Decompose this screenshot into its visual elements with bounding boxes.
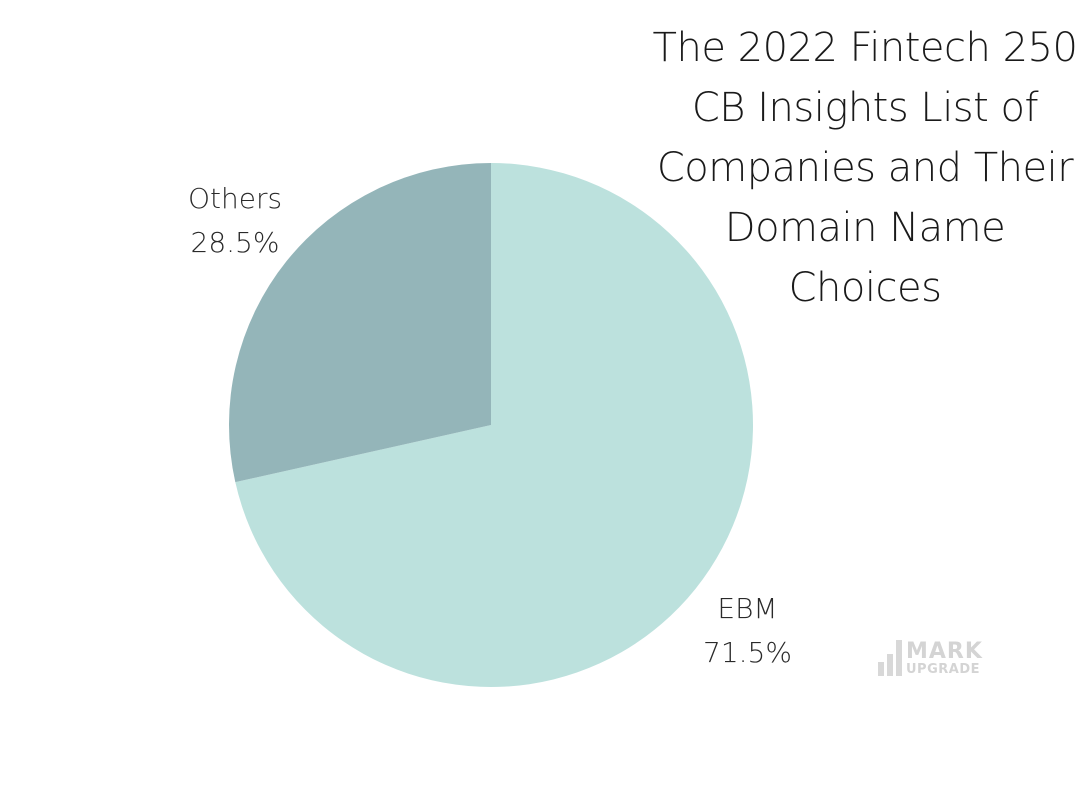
- slice-label-ebm-value: 71.5%: [703, 636, 792, 669]
- bar-chart-icon: [878, 640, 902, 676]
- slice-label-others-value: 28.5%: [190, 226, 280, 259]
- chart-title-line: Domain Name: [724, 205, 1006, 251]
- watermark-logo: MARK UPGRADE: [878, 638, 1008, 678]
- chart-title-line: Choices: [788, 265, 942, 311]
- chart-title-line: Companies and Their: [656, 145, 1074, 191]
- slice-label-ebm: EBM 71.5%: [690, 587, 805, 675]
- pie-slice-others: [228, 163, 491, 483]
- slice-label-others: Others 28.5%: [175, 177, 295, 265]
- slice-label-others-name: Others: [187, 182, 283, 215]
- pie-slice-ebm: [235, 163, 753, 687]
- watermark-line2: UPGRADE: [906, 661, 980, 677]
- watermark-text: MARK UPGRADE: [906, 638, 983, 677]
- chart-title-line: The 2022 Fintech 250: [652, 25, 1078, 71]
- watermark-line1: MARK: [906, 638, 983, 664]
- slice-label-ebm-name: EBM: [717, 592, 778, 625]
- chart-title: The 2022 Fintech 250 CB Insights List of…: [650, 18, 1080, 318]
- chart-title-line: CB Insights List of: [691, 85, 1039, 131]
